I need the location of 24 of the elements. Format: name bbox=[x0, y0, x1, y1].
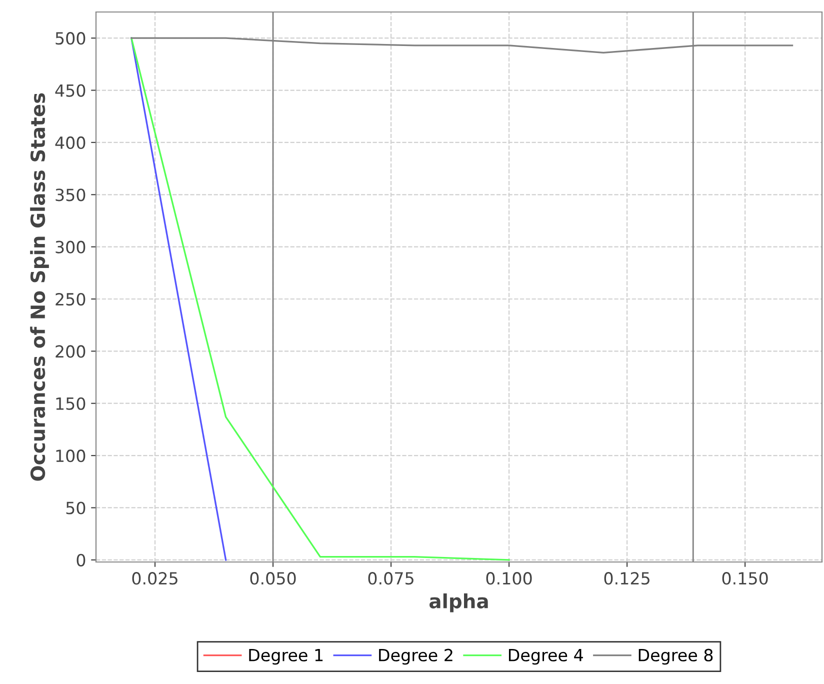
legend-label: Degree 2 bbox=[379, 648, 452, 665]
y-axis-title: Occurances of No Spin Glass States bbox=[30, 93, 49, 481]
x-tick-label: 0.100 bbox=[486, 572, 532, 585]
legend-label: Degree 1 bbox=[249, 649, 323, 665]
x-tick-label: 0.125 bbox=[604, 572, 650, 585]
x-tick-label: 0.150 bbox=[722, 572, 768, 585]
y-tick-label: 150 bbox=[56, 397, 86, 410]
x-axis-title: alpha bbox=[430, 593, 488, 612]
x-tick-label: 0.025 bbox=[132, 572, 178, 585]
x-tick-label: 0.050 bbox=[250, 572, 296, 585]
y-tick-label: 50 bbox=[66, 502, 86, 514]
y-tick-label: 450 bbox=[55, 84, 86, 97]
legend-label: Degree 8 bbox=[638, 648, 713, 665]
y-tick-label: 200 bbox=[56, 345, 86, 358]
x-tick-label: 0.075 bbox=[368, 572, 414, 585]
legend-label: Degree 4 bbox=[508, 649, 583, 665]
line-series bbox=[130, 37, 510, 561]
y-tick-label: 250 bbox=[56, 292, 86, 306]
y-tick-label: 100 bbox=[56, 450, 86, 462]
y-tick-label: 400 bbox=[55, 136, 86, 150]
y-tick-label: 500 bbox=[56, 32, 86, 45]
y-tick-label: 300 bbox=[56, 240, 86, 254]
y-tick-label: 350 bbox=[56, 188, 86, 202]
y-tick-label: 0 bbox=[76, 554, 86, 566]
